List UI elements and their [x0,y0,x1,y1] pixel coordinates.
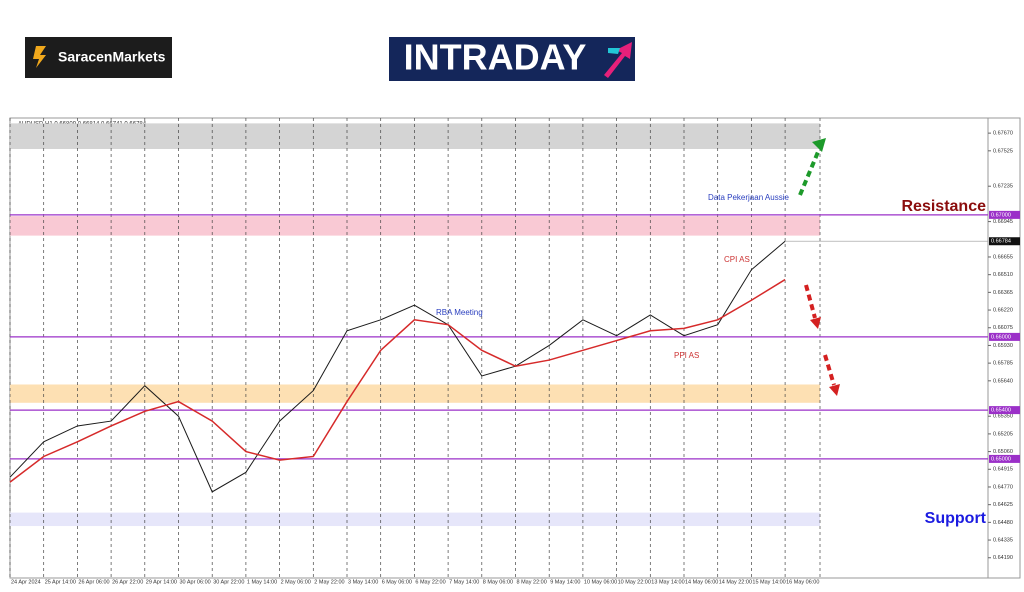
x-tick-label: 26 Apr 06:00 [78,579,109,585]
x-tick-label: 24 Apr 2024 [11,579,41,585]
x-tick-label: 26 Apr 22:00 [112,579,143,585]
logo-accent [608,48,620,54]
level-tag [989,454,1020,463]
y-tick-label: 0.67235 [993,184,1013,190]
y-tick-label: 0.65785 [993,361,1013,367]
y-tick-label: 0.65640 [993,378,1013,384]
arrow-down-head [810,317,821,329]
x-tick-label: 6 May 06:00 [382,579,412,585]
level-label: 0.65400 [991,408,1011,414]
x-tick-label: 30 Apr 22:00 [213,579,244,585]
x-tick-label: 7 May 14:00 [449,579,479,585]
series-line [9,240,786,493]
y-tick-label: 0.67670 [993,131,1013,137]
y-tick-label: 0.64480 [993,520,1013,526]
y-tick-label: 0.65205 [993,431,1013,437]
x-tick-label: 16 May 06:00 [786,579,819,585]
arrow-down-head [829,384,840,396]
arrow-up [798,151,820,196]
x-tick-label: 3 May 14:00 [348,579,378,585]
x-tick-label: 10 May 06:00 [584,579,617,585]
x-tick-label: 15 May 14:00 [752,579,785,585]
level-tag [989,210,1020,219]
annotation: CPI AS [724,255,750,264]
zone [10,512,820,527]
y-tick-label: 0.67525 [993,148,1013,154]
x-tick-label: 9 May 14:00 [550,579,580,585]
zone [10,123,820,149]
chart-frame [9,117,1021,579]
y-tick-label: 0.65350 [993,414,1013,420]
last-price-tag [989,237,1020,246]
annotation: RBA Meeting [436,308,483,317]
annotation: Data Pekerjaan Aussie [708,193,789,202]
x-tick-label: 25 Apr 14:00 [45,579,76,585]
x-tick-label: 14 May 06:00 [685,579,718,585]
x-tick-label: 30 Apr 06:00 [180,579,211,585]
y-tick-label: 0.64770 [993,484,1013,490]
x-tick-label: 29 Apr 14:00 [146,579,177,585]
support-label: Support [925,510,987,527]
x-tick-label: 2 May 22:00 [314,579,344,585]
brand-name: SaracenMarkets [58,49,166,65]
arrow-up-head [812,138,826,152]
y-tick-label: 0.66220 [993,308,1013,314]
zone [10,216,820,236]
arrow-down [823,354,836,386]
x-tick-label: 2 May 06:00 [281,579,311,585]
y-tick-label: 0.64915 [993,467,1013,473]
brand-icon [33,46,46,68]
annotation: PPI AS [674,351,699,360]
y-tick-label: 0.66655 [993,254,1013,260]
level-tag [989,406,1020,415]
y-tick-label: 0.66945 [993,219,1013,225]
y-tick-label: 0.64335 [993,538,1013,544]
x-tick-label: 8 May 22:00 [517,579,547,585]
y-tick-label: 0.66365 [993,290,1013,296]
intraday-logo [389,37,635,81]
x-tick-label: 13 May 14:00 [651,579,684,585]
x-tick-label: 1 May 14:00 [247,579,277,585]
y-tick-label: 0.64190 [993,555,1013,561]
y-tick-label: 0.65060 [993,449,1013,455]
plot: 24 Apr 2024 25 Apr 14:00 26 Apr 06:00 26 Ap… [9,118,1020,585]
x-tick-label: 6 May 22:00 [415,579,445,585]
level-label: 0.66000 [991,334,1011,340]
brand-logo [25,37,172,78]
logo-text: INTRADAY [404,37,587,78]
y-tick-label: 0.64625 [993,502,1013,508]
y-tick-label: 0.65930 [993,343,1013,349]
level-tag [989,332,1020,341]
x-tick-label: 10 May 22:00 [618,579,651,585]
y-tick-label: 0.66510 [993,272,1013,278]
level-label: 0.65000 [991,456,1011,462]
x-tick-label: 8 May 06:00 [483,579,513,585]
last-price-label: 0.66784 [991,239,1011,245]
series-line [9,278,786,483]
x-tick-label: 14 May 22:00 [719,579,752,585]
level-label: 0.67000 [991,212,1011,218]
logo-arrow-up [604,42,632,78]
arrow-down [804,284,817,319]
y-tick-label: 0.66075 [993,325,1013,331]
resistance-label: Resistance [902,198,987,215]
